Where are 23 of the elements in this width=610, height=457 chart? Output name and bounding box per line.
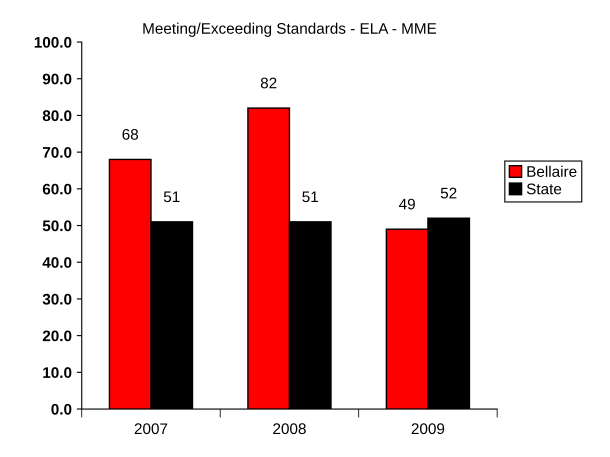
data-label: 49 bbox=[399, 198, 415, 210]
y-tick-label: 100.0 bbox=[34, 36, 72, 48]
legend-label: Bellaire bbox=[527, 166, 576, 177]
y-tick-label: 0.0 bbox=[51, 404, 72, 415]
data-label: 68 bbox=[122, 128, 138, 140]
y-tick-label: 80.0 bbox=[42, 110, 72, 122]
data-label: 51 bbox=[302, 192, 318, 202]
x-tick-label: 2009 bbox=[412, 423, 444, 434]
data-label: 82 bbox=[260, 78, 276, 88]
y-tick-label: 10.0 bbox=[43, 367, 72, 378]
y-tick-label: 60.0 bbox=[42, 184, 72, 195]
y-tick-label: 40.0 bbox=[42, 257, 72, 268]
y-tick-label: 50.0 bbox=[42, 220, 72, 232]
x-tick-label: 2007 bbox=[134, 423, 168, 434]
x-tick-label: 2008 bbox=[273, 423, 306, 434]
y-tick-label: 90.0 bbox=[42, 74, 72, 84]
data-label: 51 bbox=[164, 192, 180, 202]
y-tick-label: 20.0 bbox=[42, 330, 72, 342]
data-label: 52 bbox=[440, 188, 456, 199]
y-tick-label: 70.0 bbox=[42, 147, 72, 158]
y-tick-label: 30.0 bbox=[42, 294, 72, 305]
chart-title: Meeting/Exceeding Standards - ELA - MME bbox=[143, 22, 436, 37]
legend-label: State bbox=[526, 184, 562, 194]
